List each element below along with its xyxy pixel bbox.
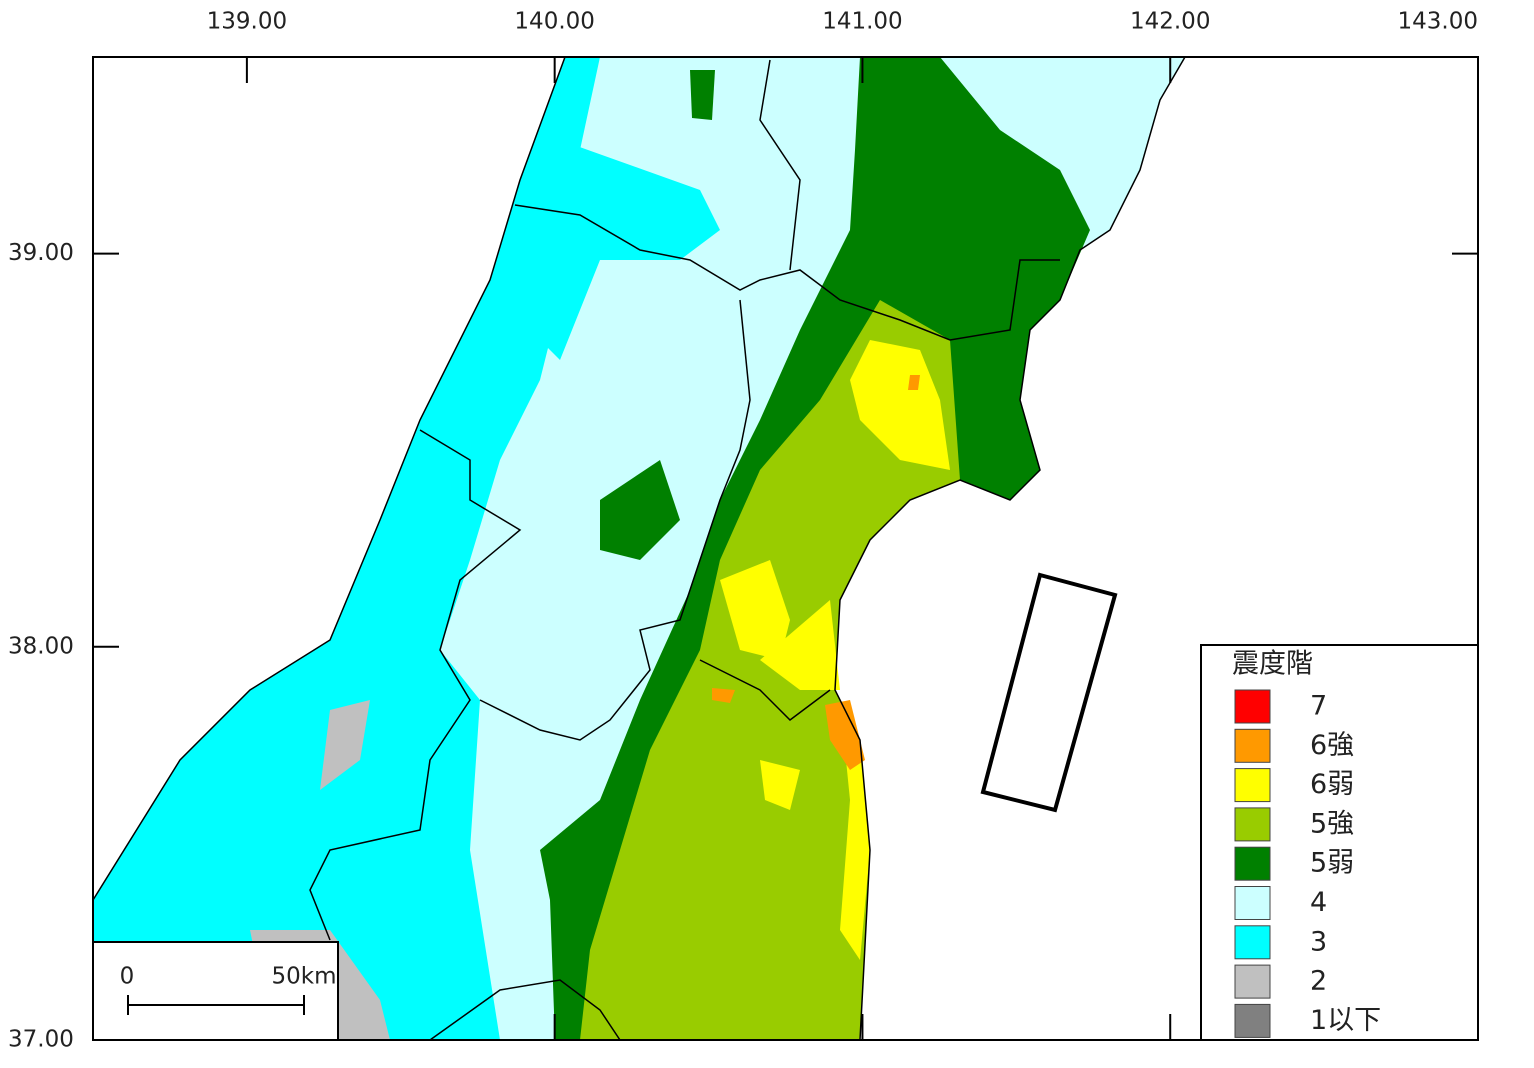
x-tick-label: 141.00 (822, 9, 902, 35)
legend-swatch (1234, 728, 1271, 763)
legend-swatch (1234, 886, 1271, 920)
region-2 (320, 700, 370, 790)
legend-swatch (1234, 807, 1271, 842)
region-5-weak (600, 460, 680, 560)
legend-swatch (1234, 964, 1271, 999)
legend-label: 6強 (1310, 730, 1354, 761)
region-5-weak (690, 70, 715, 120)
prefecture-border (479, 299, 751, 741)
legend-swatch (1234, 689, 1271, 724)
region-6-weak (850, 340, 950, 470)
region-6-weak (760, 760, 800, 810)
scale-start: 0 (120, 964, 135, 990)
x-tick-label: 142.00 (1130, 9, 1210, 35)
region-6-weak (760, 600, 840, 690)
legend-label: 4 (1310, 887, 1327, 918)
region-6-strong (712, 688, 735, 703)
x-tick-label: 140.00 (514, 9, 594, 35)
axis-ticks: 139.00 140.00 141.00 142.00 143.00 39.00 38.00… (8, 9, 1479, 1053)
legend-swatch (1234, 768, 1271, 803)
land-outline (93, 57, 1186, 1040)
region-6-strong (908, 375, 920, 390)
legend-swatch (1234, 846, 1271, 881)
legend-label: 2 (1310, 966, 1327, 997)
x-tick-label: 139.00 (207, 9, 287, 35)
region-3 (530, 140, 720, 360)
legend-swatch (1234, 925, 1271, 960)
prefecture-border (759, 59, 801, 271)
prefecture-border (429, 979, 621, 1040)
legend-label: 6弱 (1310, 769, 1354, 800)
region-3 (93, 57, 600, 1040)
region-6-strong (825, 700, 865, 770)
legend-label: 5弱 (1310, 848, 1354, 879)
map-area (93, 57, 1186, 1040)
legend-title: 震度階 (1232, 649, 1313, 680)
legend-label: 7 (1310, 691, 1327, 722)
scale-end: 50km (272, 964, 337, 990)
y-tick-label: 38.00 (8, 633, 74, 659)
region-6-weak (720, 560, 790, 660)
scale-bar (127, 995, 305, 1015)
legend-label: 5強 (1310, 808, 1354, 839)
y-tick-label: 39.00 (8, 240, 74, 266)
prefecture-border (309, 429, 522, 941)
legend-label: 1以下 (1310, 1005, 1381, 1036)
legend-swatch (1234, 1003, 1271, 1038)
prefecture-border (699, 659, 831, 721)
map-frame (92, 56, 1479, 1041)
x-tick-label: 143.00 (1398, 9, 1478, 35)
fault-plane (980, 572, 1118, 813)
legend-label: 3 (1310, 926, 1327, 957)
prefecture-border (514, 204, 1060, 341)
scale-bar-box (92, 941, 339, 1041)
legend: 7 6強 6弱 5強 5弱 4 3 2 1以下 (1234, 689, 1381, 1038)
y-tick-label: 37.00 (8, 1027, 74, 1053)
